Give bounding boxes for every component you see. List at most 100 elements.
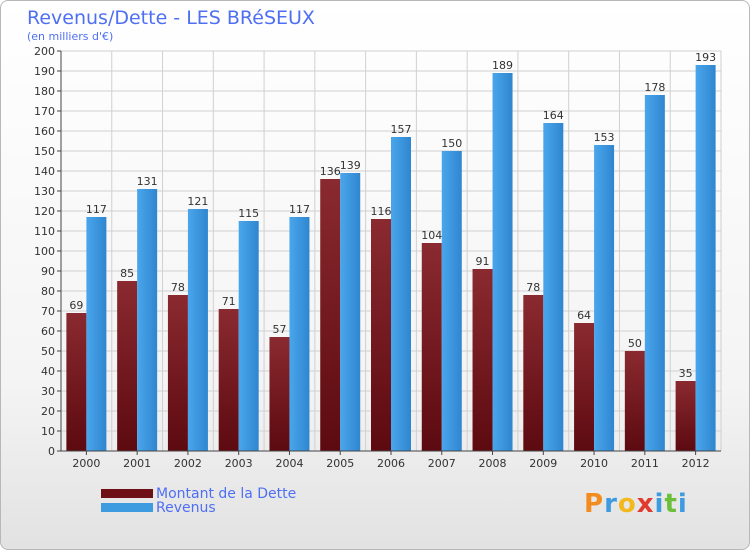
data-label-dette: 78 — [171, 281, 185, 294]
data-label-revenus: 131 — [137, 175, 158, 188]
data-label-revenus: 178 — [644, 81, 665, 94]
x-tick-label: 2003 — [225, 457, 253, 470]
bar-dette — [218, 309, 239, 451]
x-tick-label: 2004 — [275, 457, 303, 470]
proxiti-logo: Proxiti — [584, 489, 688, 519]
data-label-revenus: 157 — [391, 123, 412, 136]
bar-revenus — [238, 221, 259, 451]
bar-dette — [472, 269, 493, 451]
y-tick-label: 200 — [34, 45, 55, 58]
y-tick-label: 30 — [41, 385, 55, 398]
data-label-dette: 116 — [371, 205, 392, 218]
bar-revenus — [391, 137, 411, 451]
data-label-revenus: 164 — [543, 109, 564, 122]
bar-dette — [574, 323, 595, 451]
y-tick-label: 20 — [41, 405, 55, 418]
chart-title: Revenus/Dette - LES BRéSEUX — [27, 7, 315, 29]
x-tick-label: 2000 — [72, 457, 100, 470]
legend-swatch-revenus — [101, 503, 153, 512]
bar-revenus — [86, 217, 107, 451]
x-tick-label: 2006 — [377, 457, 405, 470]
data-label-dette: 91 — [476, 255, 490, 268]
y-tick-label: 160 — [34, 125, 55, 138]
data-label-dette: 104 — [421, 229, 442, 242]
logo-letter: i — [677, 489, 688, 519]
bar-dette — [421, 243, 442, 451]
y-tick-label: 190 — [34, 65, 55, 78]
logo-letter: x — [636, 489, 655, 519]
data-label-revenus: 117 — [86, 203, 107, 216]
data-label-dette: 69 — [69, 299, 83, 312]
x-tick-label: 2002 — [174, 457, 202, 470]
data-label-dette: 64 — [577, 309, 591, 322]
y-tick-label: 170 — [34, 105, 55, 118]
y-tick-label: 150 — [34, 145, 55, 158]
y-tick-label: 80 — [41, 285, 55, 298]
y-tick-label: 10 — [41, 425, 55, 438]
y-tick-label: 110 — [34, 225, 55, 238]
data-label-revenus: 115 — [238, 207, 259, 220]
bar-revenus — [289, 217, 310, 451]
logo-letter: i — [654, 489, 665, 519]
data-label-revenus: 150 — [441, 137, 462, 150]
bar-dette — [675, 381, 696, 451]
legend-label-revenus: Revenus — [156, 500, 216, 516]
data-label-dette: 50 — [628, 337, 642, 350]
x-tick-label: 2005 — [326, 457, 354, 470]
data-label-revenus: 153 — [594, 131, 615, 144]
y-tick-label: 100 — [34, 245, 55, 258]
bar-revenus — [340, 173, 361, 451]
bar-revenus — [187, 209, 208, 451]
data-label-revenus: 121 — [187, 195, 208, 208]
y-tick-label: 60 — [41, 325, 55, 338]
bar-revenus — [492, 73, 513, 451]
bar-dette — [624, 351, 645, 451]
y-tick-label: 180 — [34, 85, 55, 98]
chart-subtitle: (en milliers d'€) — [27, 30, 113, 43]
data-label-dette: 85 — [120, 267, 134, 280]
logo-letter: r — [604, 489, 618, 519]
logo-letter: t — [664, 489, 678, 519]
bar-revenus — [644, 95, 665, 451]
bar-revenus — [594, 145, 615, 451]
bar-dette — [66, 313, 87, 451]
data-label-dette: 35 — [679, 367, 693, 380]
data-label-revenus: 117 — [289, 203, 310, 216]
bar-revenus — [137, 189, 158, 451]
x-tick-label: 2008 — [479, 457, 507, 470]
x-tick-label: 2007 — [428, 457, 456, 470]
y-tick-label: 70 — [41, 305, 55, 318]
y-tick-label: 120 — [34, 205, 55, 218]
y-tick-label: 50 — [41, 345, 55, 358]
data-label-revenus: 193 — [695, 51, 716, 64]
y-tick-label: 0 — [48, 445, 55, 458]
bar-dette — [320, 179, 341, 451]
logo-letter: P — [584, 489, 605, 519]
legend-swatch-debt — [101, 489, 153, 498]
data-label-dette: 136 — [320, 165, 341, 178]
y-tick-label: 90 — [41, 265, 55, 278]
bars — [66, 65, 716, 451]
bar-dette — [269, 337, 290, 451]
bar-dette — [167, 295, 188, 451]
x-tick-label: 2010 — [580, 457, 608, 470]
legend-label-debt: Montant de la Dette — [156, 486, 297, 502]
bar-revenus — [543, 123, 564, 451]
bar-revenus — [441, 151, 462, 451]
y-tick-label: 40 — [41, 365, 55, 378]
data-label-dette: 71 — [222, 295, 236, 308]
y-tick-label: 140 — [34, 165, 55, 178]
bar-dette — [371, 219, 391, 451]
bar-revenus — [695, 65, 716, 451]
data-label-revenus: 139 — [340, 159, 361, 172]
logo-letter: o — [617, 489, 637, 519]
data-label-revenus: 189 — [492, 59, 513, 72]
x-tick-label: 2012 — [682, 457, 710, 470]
x-tick-label: 2001 — [123, 457, 151, 470]
x-tick-label: 2011 — [631, 457, 659, 470]
data-label-dette: 78 — [526, 281, 540, 294]
bar-dette — [117, 281, 138, 451]
data-label-dette: 57 — [272, 323, 286, 336]
